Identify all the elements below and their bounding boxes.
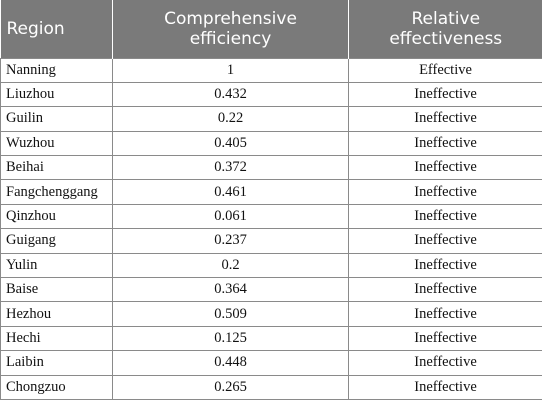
efficiency-cell: 0.237 — [112, 228, 349, 254]
effectiveness-cell: Effective — [348, 57, 542, 83]
effectiveness-cell: Ineffective — [348, 203, 542, 230]
table-row: Hezhou 0.509 Ineffective — [0, 301, 542, 327]
table-row: Wuzhou 0.405 Ineffective — [0, 130, 542, 157]
table-header: Region Comprehensive efficiency Relative… — [0, 0, 542, 58]
efficiency-cell: 0.364 — [112, 277, 349, 303]
efficiency-cell: 0.461 — [112, 179, 349, 205]
effectiveness-cell: Ineffective — [348, 155, 542, 181]
effectiveness-cell: Ineffective — [348, 252, 542, 279]
table-row: Hechi 0.125 Ineffective — [0, 325, 542, 352]
effectiveness-cell: Ineffective — [348, 228, 542, 254]
header-region: Region — [0, 0, 113, 58]
header-efficiency-line1: Comprehensive — [164, 8, 297, 29]
efficiency-cell: 0.509 — [112, 301, 349, 327]
table-row: Chongzuo 0.265 Ineffective — [0, 374, 542, 400]
table-row: Beihai 0.372 Ineffective — [0, 155, 542, 181]
region-cell: Beihai — [0, 155, 113, 181]
table-row: Guigang 0.237 Ineffective — [0, 228, 542, 254]
efficiency-cell: 0.405 — [112, 130, 349, 157]
effectiveness-cell: Ineffective — [348, 130, 542, 157]
region-cell: Guilin — [0, 106, 113, 132]
table-row: Baise 0.364 Ineffective — [0, 277, 542, 303]
header-row: Region Comprehensive efficiency Relative… — [0, 0, 542, 58]
effectiveness-cell: Ineffective — [348, 81, 542, 108]
region-cell: Guigang — [0, 228, 113, 254]
header-effectiveness-line2: effectiveness — [389, 28, 503, 49]
effectiveness-cell: Ineffective — [348, 179, 542, 205]
region-cell: Chongzuo — [0, 374, 113, 400]
efficiency-cell: 0.448 — [112, 350, 349, 376]
efficiency-cell: 1 — [112, 57, 349, 83]
efficiency-cell: 0.432 — [112, 81, 349, 108]
region-cell: Hechi — [0, 325, 113, 352]
efficiency-cell: 0.265 — [112, 374, 349, 400]
header-region-label: Region — [6, 18, 65, 39]
region-cell: Liuzhou — [0, 81, 113, 108]
efficiency-cell: 0.061 — [112, 203, 349, 230]
table-row: Laibin 0.448 Ineffective — [0, 350, 542, 376]
effectiveness-cell: Ineffective — [348, 350, 542, 376]
region-cell: Fangchenggang — [0, 179, 113, 205]
effectiveness-cell: Ineffective — [348, 374, 542, 400]
efficiency-table: Region Comprehensive efficiency Relative… — [0, 0, 542, 400]
table-row: Fangchenggang 0.461 Ineffective — [0, 179, 542, 205]
region-cell: Yulin — [0, 252, 113, 279]
region-cell: Qinzhou — [0, 203, 113, 230]
efficiency-cell: 0.372 — [112, 155, 349, 181]
region-cell: Hezhou — [0, 301, 113, 327]
region-cell: Wuzhou — [0, 130, 113, 157]
table-row: Liuzhou 0.432 Ineffective — [0, 81, 542, 108]
effectiveness-cell: Ineffective — [348, 325, 542, 352]
table-row: Nanning 1 Effective — [0, 57, 542, 83]
region-cell: Baise — [0, 277, 113, 303]
region-cell: Laibin — [0, 350, 113, 376]
effectiveness-cell: Ineffective — [348, 301, 542, 327]
efficiency-cell: 0.125 — [112, 325, 349, 352]
table-row: Yulin 0.2 Ineffective — [0, 252, 542, 279]
table-row: Qinzhou 0.061 Ineffective — [0, 203, 542, 230]
header-comprehensive-efficiency: Comprehensive efficiency — [112, 0, 349, 58]
effectiveness-cell: Ineffective — [348, 277, 542, 303]
efficiency-cell: 0.2 — [112, 252, 349, 279]
effectiveness-cell: Ineffective — [348, 106, 542, 132]
header-effectiveness-line1: Relative — [411, 8, 481, 29]
header-efficiency-line2: efficiency — [189, 28, 272, 49]
region-cell: Nanning — [0, 57, 113, 83]
table-body: Nanning 1 Effective Liuzhou 0.432 Ineffective… — [0, 57, 542, 400]
table-row: Guilin 0.22 Ineffective — [0, 106, 542, 132]
header-relative-effectiveness: Relative effectiveness — [348, 0, 542, 58]
efficiency-cell: 0.22 — [112, 106, 349, 132]
